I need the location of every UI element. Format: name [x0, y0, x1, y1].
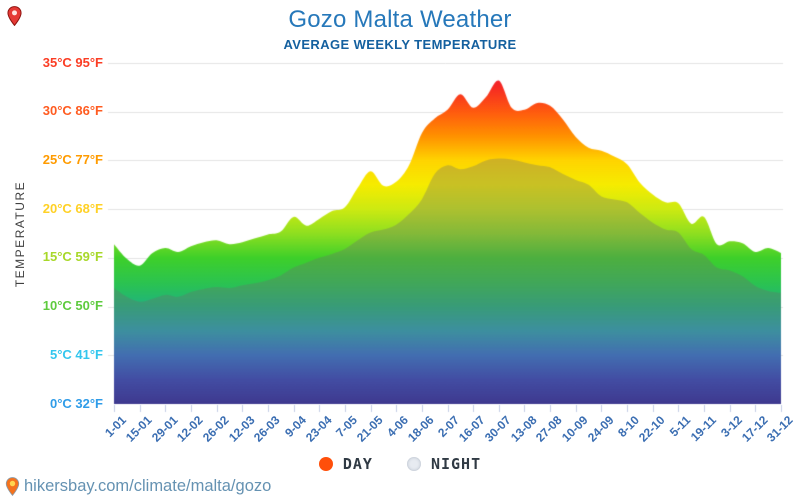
y-axis-tick-label: 30°C 86°F [42, 103, 103, 119]
footer: hikersbay.com/climate/malta/gozo [5, 477, 271, 496]
y-axis-tick-label: 10°C 50°F [42, 298, 103, 314]
night-legend-label: NIGHT [430, 455, 482, 473]
y-axis-tick-label: 35°C 95°F [42, 54, 103, 70]
y-axis-tick-label: 25°C 77°F [42, 151, 103, 167]
legend-item-night[interactable]: NIGHT [406, 455, 482, 473]
y-axis-tick-label: 0°C 32°F [49, 395, 103, 411]
day-legend-label: DAY [342, 455, 373, 473]
y-axis-tick-label: 5°C 41°F [49, 346, 103, 362]
night-legend-dot-icon [406, 457, 421, 471]
chart-legend: DAY NIGHT [0, 455, 800, 473]
y-axis-tick-label: 15°C 59°F [42, 249, 103, 265]
legend-item-day[interactable]: DAY [318, 455, 373, 473]
y-axis-tick-label: 20°C 68°F [42, 200, 103, 216]
day-legend-dot-icon [318, 457, 333, 471]
footer-pin-icon [5, 477, 20, 496]
footer-url[interactable]: hikersbay.com/climate/malta/gozo [24, 477, 272, 495]
